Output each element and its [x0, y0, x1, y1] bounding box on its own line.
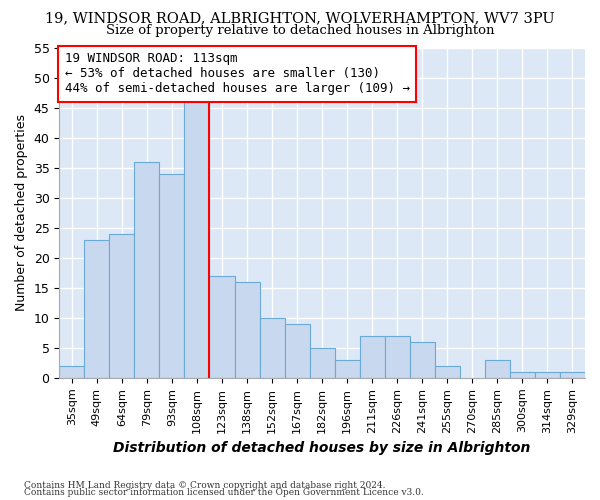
Bar	[284, 324, 310, 378]
Text: Size of property relative to detached houses in Albrighton: Size of property relative to detached ho…	[106, 24, 494, 37]
Y-axis label: Number of detached properties: Number of detached properties	[15, 114, 28, 311]
Bar	[310, 348, 335, 378]
Bar	[485, 360, 510, 378]
Text: Contains public sector information licensed under the Open Government Licence v3: Contains public sector information licen…	[24, 488, 424, 497]
Bar	[260, 318, 284, 378]
Bar	[209, 276, 235, 378]
Bar	[535, 372, 560, 378]
Bar	[560, 372, 585, 378]
Bar	[385, 336, 410, 378]
Bar	[510, 372, 535, 378]
Bar	[59, 366, 85, 378]
Bar	[359, 336, 385, 378]
Bar	[85, 240, 109, 378]
Bar	[335, 360, 359, 378]
Bar	[134, 162, 160, 378]
Bar	[160, 174, 184, 378]
Bar	[184, 102, 209, 378]
Bar	[109, 234, 134, 378]
Text: 19, WINDSOR ROAD, ALBRIGHTON, WOLVERHAMPTON, WV7 3PU: 19, WINDSOR ROAD, ALBRIGHTON, WOLVERHAMP…	[45, 11, 555, 25]
Bar	[235, 282, 260, 378]
Text: 19 WINDSOR ROAD: 113sqm
← 53% of detached houses are smaller (130)
44% of semi-d: 19 WINDSOR ROAD: 113sqm ← 53% of detache…	[65, 52, 410, 96]
Text: Contains HM Land Registry data © Crown copyright and database right 2024.: Contains HM Land Registry data © Crown c…	[24, 480, 386, 490]
Bar	[435, 366, 460, 378]
X-axis label: Distribution of detached houses by size in Albrighton: Distribution of detached houses by size …	[113, 441, 531, 455]
Bar	[410, 342, 435, 378]
